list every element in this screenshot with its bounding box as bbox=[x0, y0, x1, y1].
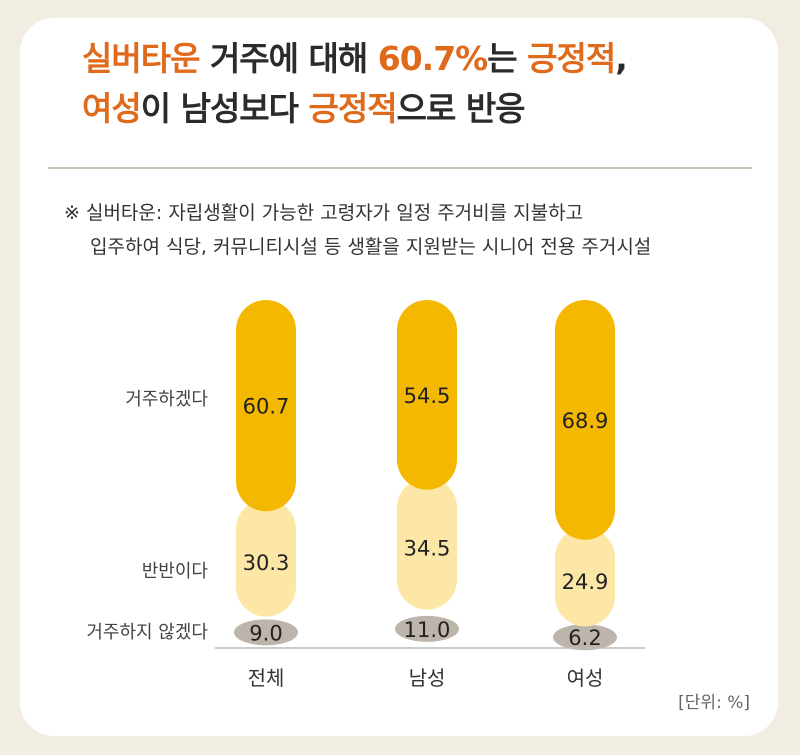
legend-label-negative: 거주하지 않겠다 bbox=[86, 622, 208, 643]
legend-label-neutral: 반반이다 bbox=[142, 561, 209, 582]
category-label-1: 남성 bbox=[409, 666, 446, 690]
definition-note: ※ 실버타운: 자립생활이 가능한 고령자가 일정 주거비를 지불하고 입주하여… bbox=[64, 196, 651, 264]
value-label-positive-2: 68.9 bbox=[562, 409, 609, 433]
headline-1-segment-1: 거주에 대해 bbox=[199, 39, 378, 78]
bar-positive-2 bbox=[555, 300, 615, 540]
bar-neutral-0 bbox=[236, 499, 296, 617]
bar-negative-0 bbox=[234, 619, 298, 646]
bar-negative-2 bbox=[553, 624, 617, 651]
unit-label: [단위: %] bbox=[678, 693, 750, 713]
note-line-1: ※ 실버타운: 자립생활이 가능한 고령자가 일정 주거비를 지불하고 bbox=[64, 202, 584, 224]
headline: 실버타운 거주에 대해 60.7%는 긍정적, 여성이 남성보다 긍정적으로 반… bbox=[82, 34, 628, 134]
bar-negative-1 bbox=[395, 615, 459, 642]
bar-neutral-1 bbox=[397, 477, 457, 610]
headline-2-segment-3: 으로 반응 bbox=[396, 89, 526, 128]
headline-1-segment-0: 실버타운 bbox=[82, 39, 200, 78]
headline-1-segment-5: , bbox=[615, 39, 628, 78]
category-label-2: 여성 bbox=[567, 666, 604, 690]
headline-line-2: 여성이 남성보다 긍정적으로 반응 bbox=[82, 84, 627, 134]
value-label-positive-1: 54.5 bbox=[404, 384, 451, 408]
value-label-negative-0: 9.0 bbox=[249, 621, 282, 645]
headline-line-1: 실버타운 거주에 대해 60.7%는 긍정적, bbox=[82, 34, 628, 84]
value-label-neutral-0: 30.3 bbox=[243, 551, 290, 575]
headline-1-segment-3: 는 bbox=[487, 39, 528, 78]
bar-positive-0 bbox=[236, 300, 296, 512]
value-label-negative-1: 11.0 bbox=[404, 618, 451, 642]
value-label-negative-2: 6.2 bbox=[568, 626, 601, 650]
category-label-0: 전체 bbox=[248, 666, 285, 690]
legend-label-positive: 거주하겠다 bbox=[125, 389, 208, 410]
headline-2-segment-1: 이 남성보다 bbox=[140, 89, 309, 128]
note-line-2: 입주하여 식당, 커뮤니티시설 등 생활을 지원받는 시니어 전용 주거시설 bbox=[90, 236, 652, 258]
value-label-positive-0: 60.7 bbox=[243, 395, 290, 419]
divider bbox=[48, 167, 752, 169]
headline-1-segment-4: 긍정적 bbox=[527, 39, 616, 78]
headline-1-segment-2: 60.7% bbox=[377, 39, 488, 78]
value-label-neutral-2: 24.9 bbox=[562, 570, 609, 594]
headline-2-segment-2: 긍정적 bbox=[308, 89, 398, 128]
bar-neutral-2 bbox=[555, 527, 615, 627]
bar-positive-1 bbox=[397, 300, 457, 490]
value-label-neutral-1: 34.5 bbox=[404, 537, 451, 561]
headline-2-segment-0: 여성 bbox=[82, 89, 142, 128]
